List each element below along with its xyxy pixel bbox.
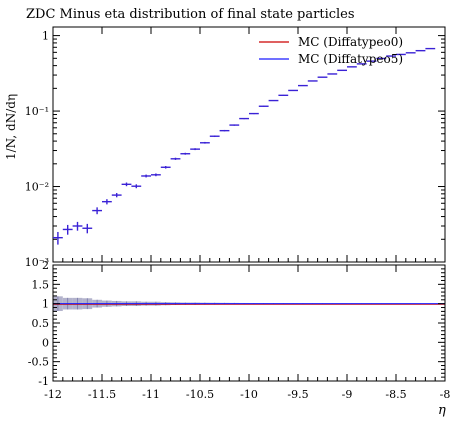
x-tick-label: -9.5 (287, 388, 308, 401)
ratio-y-tick-label: -1 (38, 375, 49, 388)
ratio-y-tick-label: 0.5 (32, 317, 50, 330)
x-tick-label: -12 (44, 388, 62, 401)
x-axis-label: η (438, 403, 446, 418)
ratio-panel: 21.510.50-0.5-1 -12-11.5-11-10.5-10-9.5-… (28, 27, 451, 418)
ratio-y-ticks: 2 1.5 1 0.5 0 -0.5 -1 (28, 259, 445, 388)
y-axis-label: 1/N, dN/dη (4, 94, 18, 160)
legend: MC (Diffatypeo0) MC (Diffatypeo5) (259, 35, 403, 66)
ratio-y-tick-label: 2 (42, 259, 49, 272)
y-tick-label: 10⁻¹ (25, 105, 49, 118)
x-tick-label: -9 (342, 388, 353, 401)
x-tick-label: -8 (440, 388, 451, 401)
y-tick-label: 10⁻² (25, 181, 49, 194)
legend-label-1: MC (Diffatypeo0) (298, 35, 403, 49)
y-tick-label: 1 (42, 30, 49, 43)
x-tick-label: -11 (142, 388, 160, 401)
legend-label-2: MC (Diffatypeo5) (298, 52, 403, 66)
ratio-lines (53, 304, 445, 305)
ratio-y-tick-label: 1 (42, 298, 49, 311)
ratio-y-tick-label: -0.5 (28, 356, 49, 369)
chart-title: ZDC Minus eta distribution of final stat… (26, 7, 355, 22)
x-tick-label: -10 (240, 388, 258, 401)
ratio-y-tick-label: 0 (42, 336, 49, 349)
x-tick-label: -8.5 (385, 388, 406, 401)
ratio-frame (53, 265, 445, 381)
ratio-y-tick-label: 1.5 (32, 278, 50, 291)
x-tick-label: -11.5 (88, 388, 116, 401)
x-tick-label: -10.5 (186, 388, 214, 401)
x-ticks: -12 -11.5 -11 -10.5 -10 -9.5 -9 -8.5 -8 (44, 27, 450, 401)
main-panel: 110⁻¹10⁻²10⁻³ 1/N, dN/dη MC (Diffatypeo0… (4, 27, 445, 269)
main-markers (53, 48, 435, 244)
